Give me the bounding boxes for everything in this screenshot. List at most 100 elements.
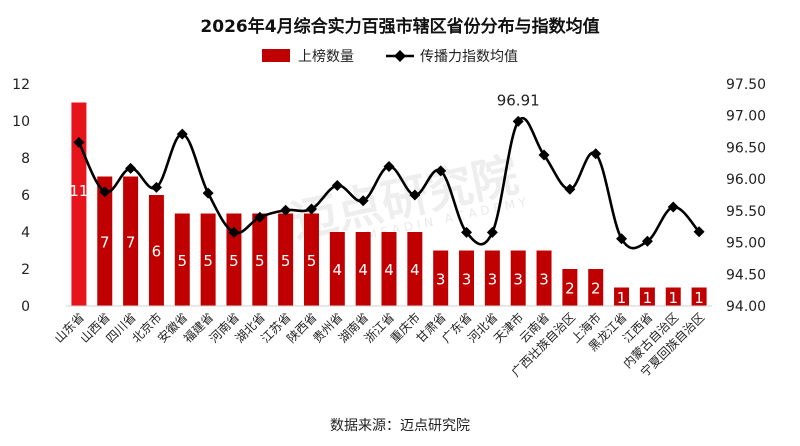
bar: [303, 213, 319, 306]
line-marker: [305, 203, 317, 215]
bar: [71, 102, 87, 306]
bar-series: [66, 102, 712, 307]
bar: [562, 269, 578, 306]
line-marker: [693, 226, 705, 238]
bar: [355, 232, 371, 306]
line-marker: [357, 195, 369, 207]
bar: [536, 250, 552, 306]
bar-value-label: 4: [384, 261, 394, 279]
max-value-annotation: 96.91: [497, 91, 540, 109]
bar-labels: 117 765 5 5 5 5 54 4 4 43 3 3 3 32 21 1 1 1: [69, 182, 703, 307]
y-left-tick-label: 0: [21, 299, 30, 315]
bar: [639, 287, 655, 306]
line-marker: [564, 183, 576, 195]
category-axis: 山东省山西省四川省北京市安徽省福建省河南省湖北省江苏省陕西省贵州省湖南省浙江省重…: [52, 310, 708, 380]
legend-line-label: 传播力指数均值: [420, 49, 518, 65]
chart-title: 2026年4月综合实力百强市辖区省份分布与指数均值: [200, 16, 599, 37]
bar: [174, 213, 190, 306]
y-right-tick-label: 96.50: [726, 140, 766, 156]
bar: [614, 287, 630, 306]
bar: [459, 250, 475, 306]
bar-value-label: 11: [69, 182, 88, 200]
line-marker: [461, 226, 473, 238]
line-marker: [383, 160, 395, 172]
right-axis: 94.00 94.50 95.00 95.50 96.00 96.50 97.00 97.50: [726, 77, 766, 315]
bar: [148, 195, 164, 306]
bar-value-label: 1: [694, 289, 704, 307]
bar: [123, 176, 139, 306]
legend-bar-swatch: [262, 49, 290, 62]
bar-value-label: 3: [462, 270, 472, 288]
line-marker: [331, 179, 343, 191]
legend-line-marker: [394, 50, 406, 62]
bar-value-label: 1: [617, 289, 627, 307]
bar-value-label: 7: [126, 233, 136, 251]
y-right-tick-label: 95.50: [726, 204, 766, 220]
bar: [226, 213, 242, 306]
bar: [407, 232, 423, 306]
y-left-tick-label: 10: [12, 114, 30, 130]
y-left-tick-label: 12: [12, 77, 30, 93]
bar: [200, 213, 216, 306]
source-note: 数据来源：迈点研究院: [330, 418, 470, 434]
line-marker: [125, 162, 137, 174]
bar: [329, 232, 345, 306]
line-marker: [616, 233, 628, 245]
line-marker: [512, 115, 524, 127]
y-right-tick-label: 96.00: [726, 172, 766, 188]
bar-value-label: 3: [539, 270, 549, 288]
line-marker: [228, 226, 240, 238]
line-marker: [73, 136, 85, 148]
y-left-tick-label: 8: [21, 151, 30, 167]
bar: [665, 287, 681, 306]
bar: [97, 176, 113, 306]
bar-value-label: 7: [100, 233, 110, 251]
line-marker: [150, 181, 162, 193]
bar: [691, 287, 707, 306]
y-right-tick-label: 97.50: [726, 77, 766, 93]
bar: [433, 250, 449, 306]
y-right-tick-label: 94.50: [726, 267, 766, 283]
bar-value-label: 3: [488, 270, 498, 288]
line-marker: [641, 235, 653, 247]
bar: [278, 213, 294, 306]
bar-value-label: 5: [229, 252, 239, 270]
bar-value-label: 6: [152, 243, 162, 261]
line-marker: [538, 149, 550, 161]
bar: [510, 250, 526, 306]
bar-value-label: 2: [591, 280, 601, 298]
bar-value-label: 1: [668, 289, 678, 307]
line-marker: [590, 148, 602, 160]
bar-value-label: 4: [410, 261, 420, 279]
annotations: 96.91: [497, 91, 540, 109]
line-marker: [202, 187, 214, 199]
bar-value-label: 2: [565, 280, 575, 298]
line-marker: [280, 204, 292, 216]
legend: 上榜数量 传播力指数均值: [262, 48, 518, 65]
y-right-tick-label: 95.00: [726, 236, 766, 252]
legend-bar-label: 上榜数量: [298, 48, 354, 65]
line-marker: [99, 186, 111, 198]
y-right-tick-label: 94.00: [726, 299, 766, 315]
left-axis: 0 2 4 6 8 10 12: [12, 77, 30, 315]
bar: [381, 232, 397, 306]
line-series: [73, 115, 705, 250]
bar-value-label: 5: [255, 252, 265, 270]
y-right-tick-label: 97.00: [726, 109, 766, 125]
bar-value-label: 3: [436, 270, 446, 288]
y-left-tick-label: 2: [21, 262, 30, 278]
line-marker: [409, 189, 421, 201]
bar-value-label: 5: [307, 252, 317, 270]
y-left-tick-label: 4: [21, 225, 30, 241]
bar: [252, 213, 268, 306]
bar-value-label: 4: [358, 261, 368, 279]
line-marker: [486, 226, 498, 238]
bar-value-label: 1: [643, 289, 653, 307]
bar: [588, 269, 604, 306]
bar-value-label: 4: [333, 261, 343, 279]
bar-value-label: 5: [281, 252, 291, 270]
line-marker: [667, 201, 679, 213]
line-marker: [435, 165, 447, 177]
line-marker: [176, 128, 188, 140]
